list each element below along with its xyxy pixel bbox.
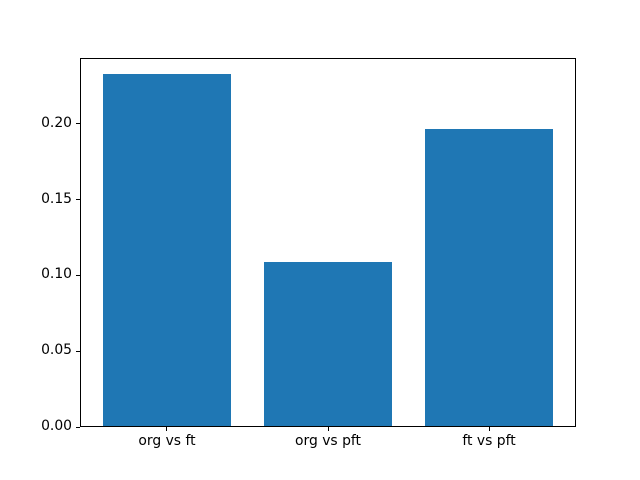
x-tick-label: org vs ft — [138, 433, 196, 450]
y-tick-label: 0.00 — [41, 418, 72, 435]
y-tick-label: 0.20 — [41, 114, 72, 131]
y-tick-mark — [76, 199, 80, 201]
x-tick-mark — [166, 427, 168, 432]
x-tick-mark — [488, 427, 490, 432]
y-tick-mark — [76, 123, 80, 125]
bar-ft-vs-pft — [424, 128, 554, 427]
x-tick-label: ft vs pft — [462, 433, 516, 450]
x-tick-label: org vs pft — [295, 433, 361, 450]
bar-org-vs-pft — [263, 262, 393, 427]
y-tick-mark — [76, 426, 80, 428]
bar-org-vs-ft — [102, 74, 232, 427]
plot-area — [80, 57, 576, 428]
x-tick-mark — [327, 427, 329, 432]
y-tick-label: 0.10 — [41, 266, 72, 283]
y-tick-mark — [76, 274, 80, 276]
y-tick-mark — [76, 350, 80, 352]
y-tick-label: 0.05 — [41, 342, 72, 359]
y-tick-label: 0.15 — [41, 190, 72, 207]
